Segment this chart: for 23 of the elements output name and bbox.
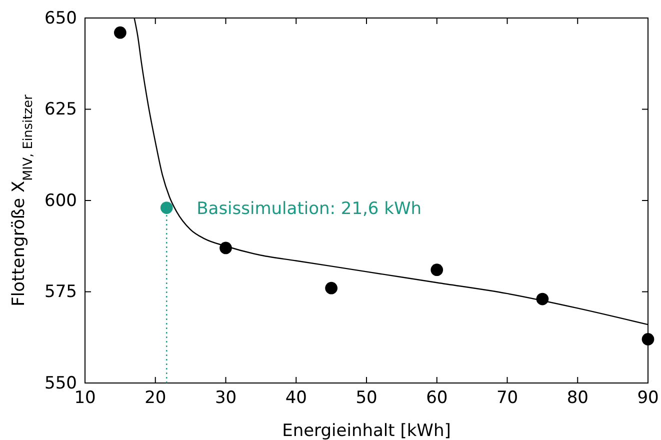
x-axis-title: Energieinhalt [kWh] xyxy=(282,421,451,440)
y-tick-label: 600 xyxy=(44,190,77,211)
point xyxy=(220,242,232,254)
point xyxy=(114,26,126,39)
point xyxy=(325,282,338,294)
point xyxy=(430,264,444,276)
point xyxy=(536,292,549,306)
y-tick-label: 550 xyxy=(44,373,77,394)
annotation: Basissimulation: 21,6 kWh xyxy=(196,198,422,219)
x-tick-label: 10 xyxy=(74,388,96,408)
y-tick-label: 650 xyxy=(44,8,77,28)
x-tick-label: 30 xyxy=(214,388,237,408)
y-tick-label: 575 xyxy=(44,282,77,302)
x-tick-label: 60 xyxy=(426,388,448,408)
point xyxy=(642,333,654,346)
x-tick-label: 20 xyxy=(144,388,166,408)
x-tick-label: 80 xyxy=(566,388,588,408)
point xyxy=(160,202,173,214)
x-tick-label: 40 xyxy=(285,388,307,408)
y-tick-label: 625 xyxy=(44,100,77,120)
x-tick-label: 70 xyxy=(496,388,518,408)
x-tick-label: 50 xyxy=(356,388,378,408)
x-tick-label: 90 xyxy=(637,388,659,408)
